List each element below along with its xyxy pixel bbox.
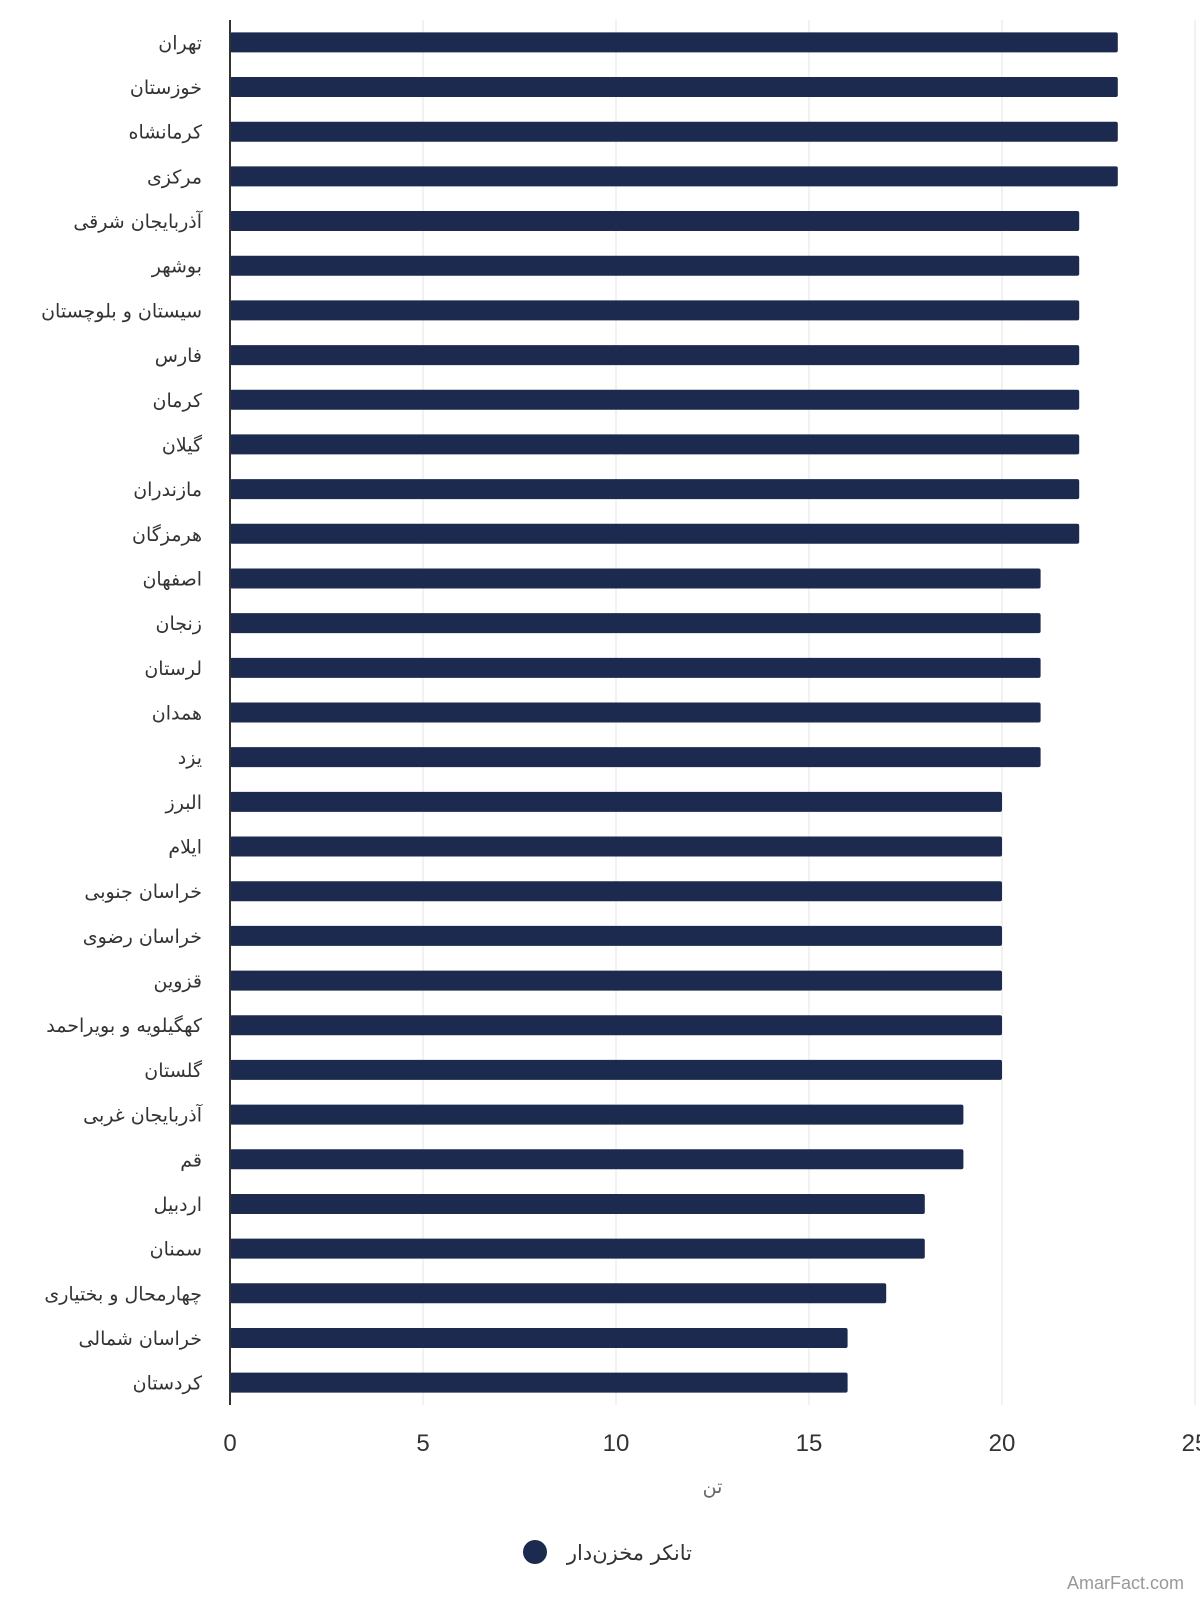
- category-label: کهگیلویه و بویراحمد: [46, 1014, 203, 1037]
- credit-link[interactable]: AmarFact.com: [1066, 1573, 1184, 1593]
- bar[interactable]: [230, 702, 1041, 723]
- legend[interactable]: تانکر مخزن‌دار: [523, 1540, 692, 1565]
- category-label: همدان: [152, 703, 202, 725]
- category-label: ایلام: [168, 837, 202, 859]
- category-labels: تهران خوزستان کرمانشاه مرکزی آذربایجان شرقی ب…: [41, 32, 203, 1394]
- category-label: فارس: [155, 345, 202, 367]
- category-label: خوزستان: [130, 77, 202, 99]
- category-label: سمنان: [150, 1239, 202, 1261]
- category-label: بوشهر: [151, 256, 202, 278]
- bar[interactable]: [230, 166, 1118, 187]
- x-axis-title: تن: [703, 1476, 723, 1498]
- x-tick-label: 20: [989, 1430, 1016, 1457]
- bar[interactable]: [230, 881, 1002, 902]
- category-label: گلستان: [144, 1059, 203, 1082]
- category-label: اردبیل: [154, 1194, 202, 1216]
- x-tick-label: 10: [603, 1430, 630, 1457]
- category-label: کرمانشاه: [129, 122, 203, 144]
- category-label: خراسان رضوی: [83, 926, 202, 948]
- bar[interactable]: [230, 1238, 925, 1259]
- bar[interactable]: [230, 657, 1041, 678]
- x-tick-label: 0: [223, 1430, 236, 1457]
- bar[interactable]: [230, 479, 1080, 500]
- category-label: قم: [180, 1149, 202, 1171]
- bar[interactable]: [230, 568, 1041, 589]
- bar[interactable]: [230, 613, 1041, 634]
- bars-group: [230, 32, 1118, 1393]
- legend-marker-icon: [523, 1540, 547, 1564]
- bar[interactable]: [230, 1327, 848, 1348]
- category-label: خراسان شمالی: [78, 1328, 202, 1350]
- bar[interactable]: [230, 211, 1080, 232]
- bar[interactable]: [230, 32, 1118, 53]
- bar[interactable]: [230, 300, 1080, 321]
- bar[interactable]: [230, 1104, 964, 1125]
- bar[interactable]: [230, 121, 1118, 142]
- bar[interactable]: [230, 836, 1002, 857]
- category-label: مرکزی: [147, 166, 202, 188]
- category-label: قزوین: [154, 971, 203, 993]
- legend-label: تانکر مخزن‌دار: [566, 1541, 692, 1565]
- bar[interactable]: [230, 1015, 1002, 1036]
- category-label: گیلان: [162, 433, 203, 456]
- bar[interactable]: [230, 345, 1080, 366]
- bar[interactable]: [230, 1283, 887, 1304]
- bar[interactable]: [230, 791, 1002, 812]
- category-label: مازندران: [133, 479, 202, 501]
- bar[interactable]: [230, 1059, 1002, 1080]
- bar[interactable]: [230, 389, 1080, 410]
- category-label: خراسان جنوبی: [84, 881, 202, 903]
- bar[interactable]: [230, 1372, 848, 1393]
- category-label: آذربایجان شرقی: [73, 209, 202, 233]
- category-label: کردستان: [133, 1373, 203, 1395]
- x-tick-label: 5: [416, 1430, 429, 1457]
- category-label: اصفهان: [142, 568, 202, 590]
- x-tick-labels: 0 5 10 15 20 25: [223, 1430, 1200, 1457]
- category-label: زنجان: [156, 613, 202, 635]
- category-label: یزد: [178, 747, 202, 769]
- category-label: آذربایجان غربی: [83, 1103, 203, 1127]
- category-label: کرمان: [153, 390, 203, 412]
- category-label: البرز: [165, 792, 202, 814]
- bar[interactable]: [230, 523, 1080, 544]
- category-label: لرستان: [144, 658, 202, 680]
- x-tick-label: 15: [796, 1430, 823, 1457]
- category-label: هرمزگان: [132, 523, 202, 546]
- bar[interactable]: [230, 1193, 925, 1214]
- bar[interactable]: [230, 434, 1080, 455]
- category-label: تهران: [158, 32, 202, 54]
- category-label: چهارمحال و بختیاری: [44, 1283, 202, 1305]
- bar[interactable]: [230, 255, 1080, 276]
- bar[interactable]: [230, 925, 1002, 946]
- bar[interactable]: [230, 970, 1002, 991]
- category-label: سیستان و بلوچستان: [41, 300, 202, 322]
- bar[interactable]: [230, 747, 1041, 768]
- x-tick-label: 25: [1182, 1430, 1200, 1457]
- bar[interactable]: [230, 1149, 964, 1170]
- bar[interactable]: [230, 77, 1118, 98]
